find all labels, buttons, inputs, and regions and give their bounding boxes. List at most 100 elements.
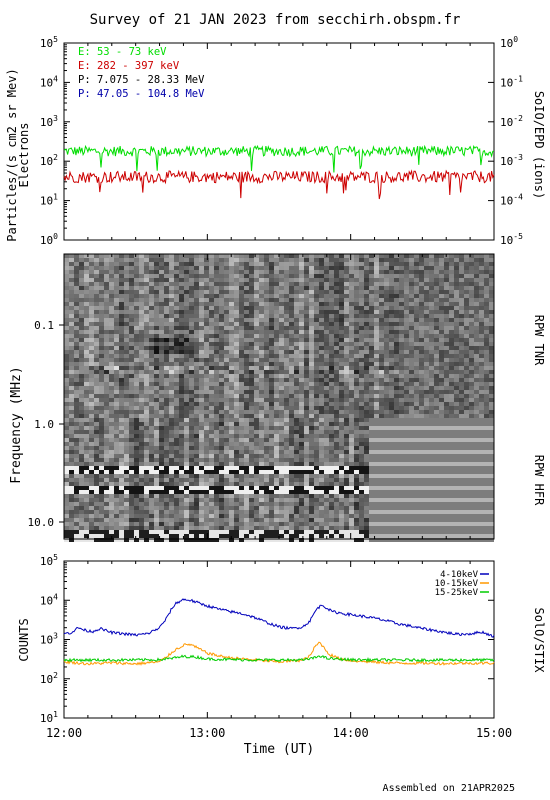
spectro-cell xyxy=(114,298,119,302)
spectro-cell xyxy=(334,338,339,342)
spectro-cell xyxy=(199,258,204,262)
spectro-cell xyxy=(264,338,269,342)
spectro-cell xyxy=(69,454,74,458)
spectro-cell xyxy=(129,430,134,434)
spectro-cell xyxy=(204,346,209,350)
spectro-cell xyxy=(354,330,359,334)
spectro-cell xyxy=(449,394,454,398)
spectro-cell xyxy=(169,298,174,302)
spectro-cell xyxy=(79,522,84,526)
spectro-cell xyxy=(439,374,444,378)
spectro-cell xyxy=(249,266,254,270)
spectro-cell xyxy=(409,410,414,414)
spectro-cell xyxy=(244,426,249,430)
spectro-cell xyxy=(69,398,74,402)
spectro-cell xyxy=(124,306,129,310)
spectro-cell xyxy=(79,306,84,310)
spectro-cell xyxy=(479,378,484,382)
spectro-cell xyxy=(214,334,219,338)
spectro-cell xyxy=(294,346,299,350)
spectro-cell xyxy=(199,366,204,370)
spectro-cell xyxy=(424,350,429,354)
spectro-cell xyxy=(444,310,449,314)
spectro-cell xyxy=(109,270,114,274)
spectro-cell xyxy=(269,514,274,518)
spectro-cell xyxy=(399,362,404,366)
spectro-cell xyxy=(104,362,109,366)
spectro-cell xyxy=(164,410,169,414)
spectro-cell xyxy=(264,354,269,358)
spectro-cell xyxy=(104,402,109,406)
spectro-cell xyxy=(264,478,269,482)
spectro-cell xyxy=(459,330,464,334)
spectro-cell xyxy=(314,406,319,410)
spectro-cell xyxy=(324,378,329,382)
spectro-cell xyxy=(459,318,464,322)
spectro-cell xyxy=(244,298,249,302)
spectro-cell xyxy=(179,422,184,426)
spectro-cell xyxy=(144,442,149,446)
spectro-cell xyxy=(399,282,404,286)
spectro-cell xyxy=(69,386,74,390)
spectro-cell xyxy=(459,254,464,258)
spectro-cell xyxy=(389,314,394,318)
spectro-cell xyxy=(204,278,209,282)
spectro-cell xyxy=(84,490,89,494)
spectro-cell xyxy=(379,354,384,358)
spectro-cell xyxy=(334,354,339,358)
spectro-cell xyxy=(174,330,179,334)
spectro-cell xyxy=(489,270,494,274)
spectro-cell xyxy=(214,342,219,346)
spectro-cell xyxy=(424,282,429,286)
spectro-cell xyxy=(464,294,469,298)
spectro-cell xyxy=(474,310,479,314)
spectro-cell xyxy=(109,386,114,390)
spectro-cell xyxy=(329,310,334,314)
spectro-cell xyxy=(269,506,274,510)
spectro-cell xyxy=(279,270,284,274)
spectro-cell xyxy=(269,354,274,358)
spectro-cell xyxy=(99,302,104,306)
spectro-cell xyxy=(289,346,294,350)
spectro-cell xyxy=(134,434,139,438)
spectro-cell xyxy=(474,278,479,282)
spectro-cell xyxy=(299,270,304,274)
spectro-cell xyxy=(179,482,184,486)
spectro-cell xyxy=(399,322,404,326)
spectro-cell xyxy=(149,334,154,338)
spectro-cell xyxy=(374,398,379,402)
spectro-cell xyxy=(234,274,239,278)
spectro-cell xyxy=(344,406,349,410)
spectro-cell xyxy=(299,390,304,394)
spectro-cell xyxy=(239,538,244,542)
spectro-cell xyxy=(104,294,109,298)
spectro-cell xyxy=(274,386,279,390)
spectro-cell xyxy=(134,406,139,410)
spectro-cell xyxy=(169,258,174,262)
spectro-cell xyxy=(459,274,464,278)
spectro-cell xyxy=(214,386,219,390)
spectro-cell xyxy=(189,538,194,542)
spectro-cell xyxy=(114,318,119,322)
spectro-cell xyxy=(174,390,179,394)
spectro-cell xyxy=(159,254,164,258)
spectro-cell xyxy=(334,330,339,334)
spectro-cell xyxy=(84,366,89,370)
spectro-cell xyxy=(219,442,224,446)
spectro-cell xyxy=(219,322,224,326)
spectro-cell xyxy=(274,522,279,526)
spectro-cell xyxy=(194,286,199,290)
spectro-cell xyxy=(169,442,174,446)
spectro-cell xyxy=(224,274,229,278)
spectro-cell xyxy=(119,482,124,486)
spectro-cell xyxy=(474,350,479,354)
spectro-cell xyxy=(344,362,349,366)
spectro-cell xyxy=(284,370,289,374)
spectro-cell xyxy=(214,298,219,302)
spectro-cell xyxy=(424,398,429,402)
spectro-cell xyxy=(274,434,279,438)
spectro-cell xyxy=(99,458,104,462)
spectro-cell xyxy=(399,290,404,294)
spectro-cell xyxy=(419,322,424,326)
spectro-cell xyxy=(209,266,214,270)
